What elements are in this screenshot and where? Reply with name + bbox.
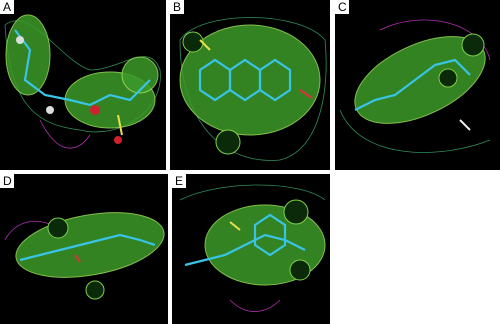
molecule-bond [229, 221, 241, 231]
panel-label: C [338, 0, 347, 14]
panel-c: C [335, 0, 500, 170]
contour [179, 184, 326, 201]
contour [4, 20, 161, 133]
density-blob [121, 56, 159, 94]
panel-label: B [173, 0, 181, 14]
molecule-ring [253, 213, 287, 257]
density-hole [182, 31, 204, 53]
contour [39, 119, 91, 149]
density-hole [47, 217, 69, 239]
molecule-bond [19, 233, 156, 262]
molecule-bond [199, 39, 211, 51]
density-hole [438, 68, 458, 88]
molecule-ring [258, 58, 292, 102]
contour [229, 299, 281, 312]
contour [339, 109, 491, 153]
molecule-bond [354, 58, 471, 111]
label-box [172, 174, 186, 188]
panel-e: E [172, 174, 330, 324]
density-blob [5, 14, 51, 96]
atom [46, 106, 54, 114]
density-blob [179, 24, 321, 136]
label-box [335, 0, 349, 14]
panel-a: A [0, 0, 166, 170]
atom [114, 136, 122, 144]
contour [179, 17, 327, 161]
molecule-bond [459, 119, 471, 131]
atom [16, 36, 24, 44]
density-hole [215, 129, 241, 155]
molecule-bond [299, 89, 313, 99]
panel-d: D [0, 174, 168, 324]
panel-b: B [170, 0, 330, 170]
density-hole [289, 259, 311, 281]
molecule-bond [14, 29, 151, 107]
label-box [0, 0, 14, 14]
density-hole [85, 280, 105, 300]
label-box [0, 174, 14, 188]
panel-label: D [3, 174, 12, 188]
molecule-bond [74, 254, 81, 263]
atom [90, 105, 100, 115]
molecule-bond [117, 114, 123, 136]
contour [379, 19, 491, 61]
panel-label: E [175, 174, 183, 188]
label-box [170, 0, 184, 14]
panel-label: A [3, 0, 11, 14]
density-hole [461, 33, 485, 57]
density-hole [283, 199, 309, 225]
